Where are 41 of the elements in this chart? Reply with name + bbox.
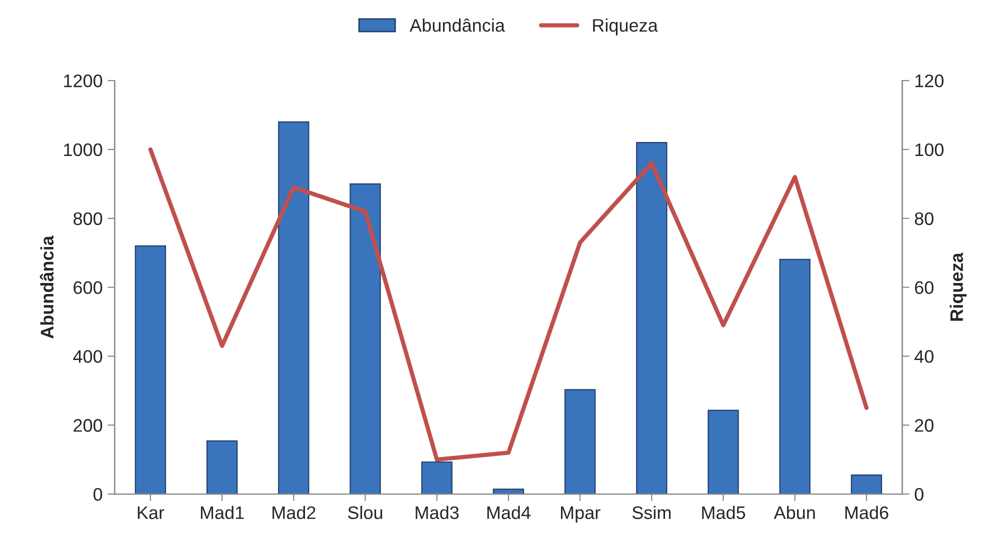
legend-label: Riqueza: [593, 18, 658, 36]
bar: [206, 440, 238, 494]
y-tick-label: 600: [74, 281, 102, 294]
x-tick-label: Mad5: [702, 506, 746, 520]
x-tick-label: Mad3: [416, 506, 459, 520]
y2-tick-label: 80: [914, 212, 934, 226]
y2-tick-label: 40: [914, 350, 934, 363]
bar: [708, 410, 739, 494]
line-series: [148, 147, 869, 462]
y2-axis-title: Riqueza: [950, 252, 967, 321]
bar: [421, 461, 452, 494]
x-tick-label: Mad2: [272, 506, 316, 520]
y2-tick-label: 120: [915, 74, 944, 88]
y-tick-label: 1200: [64, 74, 102, 88]
x-tick-label: Kar: [138, 506, 164, 520]
y-tick-label: 400: [73, 350, 102, 363]
bar: [492, 488, 524, 494]
x-tick-label: Slou: [348, 506, 382, 520]
y-tick-label: 800: [74, 212, 102, 226]
x-tick-label: Mpar: [560, 506, 600, 523]
y2-tick-label: 20: [915, 419, 934, 432]
bar: [636, 142, 668, 494]
y-tick-label: 0: [94, 488, 102, 501]
y2-tick-label: 100: [915, 143, 944, 156]
legend-label: Abundância: [410, 18, 505, 32]
y-tick-label: 200: [74, 419, 102, 432]
bar: [564, 389, 596, 494]
y-tick-label: 1000: [64, 143, 102, 156]
y2-tick-label: 60: [915, 281, 934, 294]
y-axis-title: Abundância: [40, 236, 54, 339]
bar: [779, 258, 810, 494]
x-tick-label: Ssim: [632, 506, 671, 520]
y2-tick-label: 0: [914, 488, 924, 501]
x-tick-label: Mad4: [487, 506, 531, 520]
x-tick-label: Mad6: [845, 506, 888, 520]
bar: [350, 183, 381, 494]
bar: [134, 245, 166, 494]
bar: [278, 121, 310, 494]
x-tick-label: Abun: [774, 506, 815, 520]
x-tick-label: Mad1: [200, 506, 244, 520]
bar: [850, 474, 882, 494]
